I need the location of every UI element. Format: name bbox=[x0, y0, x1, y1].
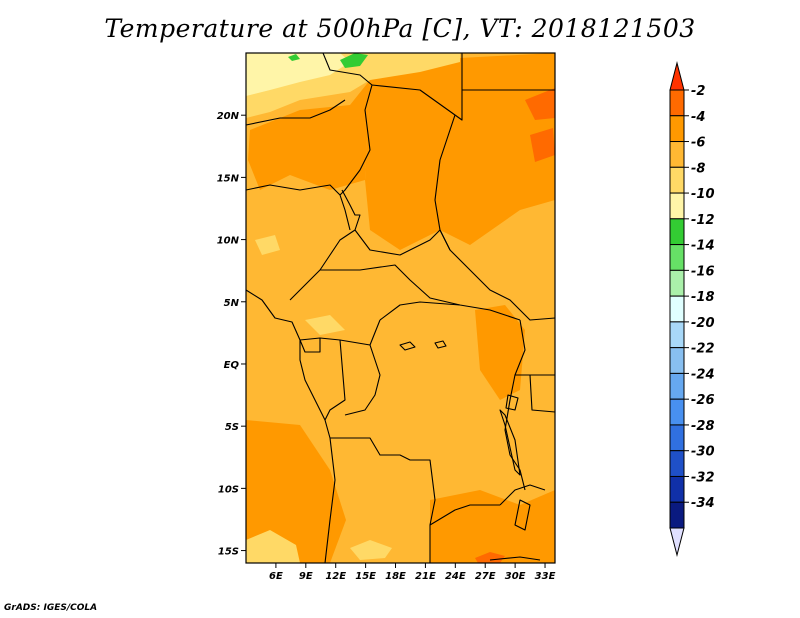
hot-spot-3 bbox=[475, 552, 505, 563]
x-tick-label: 9E bbox=[299, 571, 313, 582]
green-patch-small bbox=[288, 54, 300, 61]
warm-region-north bbox=[365, 53, 555, 250]
colorbar-top-triangle bbox=[669, 61, 685, 91]
colorbar-label: -34 bbox=[691, 496, 715, 511]
map-frame bbox=[245, 52, 556, 564]
y-tick-label: 10S bbox=[218, 484, 239, 495]
colorbar-box bbox=[669, 218, 685, 246]
colorbar-box bbox=[669, 347, 685, 374]
warm-region-southwest bbox=[246, 420, 346, 563]
colorbar-label: -22 bbox=[691, 342, 715, 357]
colorbar-box bbox=[669, 141, 685, 168]
coastline-west bbox=[245, 289, 331, 439]
colorbar-label: -2 bbox=[691, 84, 705, 99]
colorbar-label: -24 bbox=[691, 367, 715, 382]
hot-spot-1 bbox=[525, 88, 555, 120]
colorbar-label: -14 bbox=[691, 239, 715, 254]
colorbar-label: -10 bbox=[691, 187, 715, 202]
colorbar-label: -30 bbox=[691, 445, 715, 460]
warm-region-south bbox=[430, 490, 555, 563]
cool-region-southwest bbox=[246, 530, 300, 563]
colorbar-box bbox=[669, 89, 685, 117]
colorbar-bottom-triangle bbox=[669, 527, 685, 557]
colorbar-box bbox=[669, 192, 685, 220]
colorbar-box bbox=[669, 372, 685, 400]
x-tick-label: 21E bbox=[415, 571, 436, 582]
colorbar-label: -32 bbox=[691, 470, 715, 485]
colorbar-box bbox=[669, 424, 685, 452]
hot-spot-2 bbox=[530, 128, 555, 162]
y-tick-label: EQ bbox=[224, 360, 240, 371]
colorbar-box bbox=[669, 475, 685, 503]
x-tick-label: 18E bbox=[385, 571, 406, 582]
map-fill bbox=[246, 53, 555, 563]
colorbar-box bbox=[669, 501, 685, 529]
x-tick-label: 15E bbox=[355, 571, 376, 582]
colorbar-label: -12 bbox=[691, 213, 715, 228]
y-tick-label: 15N bbox=[217, 173, 240, 184]
colorbar-label: -28 bbox=[691, 419, 715, 434]
colorbar-label: -26 bbox=[691, 393, 715, 408]
cool-region-south bbox=[350, 540, 392, 560]
colorbar-label: -18 bbox=[691, 290, 715, 305]
colorbar-label: -4 bbox=[691, 110, 705, 125]
x-tick-label: 30E bbox=[505, 571, 526, 582]
x-tick-label: 24E bbox=[445, 571, 466, 582]
grads-credit: GrADS: IGES/COLA bbox=[4, 603, 98, 613]
x-tick-label: 12E bbox=[325, 571, 346, 582]
colorbar-label: -20 bbox=[691, 316, 715, 331]
colorbar-box bbox=[669, 321, 685, 349]
y-tick-label: 15S bbox=[218, 547, 239, 558]
cool-patch-west2 bbox=[255, 235, 280, 255]
coolest-region-north bbox=[246, 53, 350, 96]
warm-region-northwest bbox=[248, 80, 370, 190]
y-tick-label: 10N bbox=[217, 236, 240, 247]
y-tick-label: 5S bbox=[225, 422, 239, 433]
green-patch bbox=[340, 53, 368, 68]
y-tick-label: 5N bbox=[224, 298, 240, 309]
country-borders bbox=[245, 52, 556, 564]
warm-region-east bbox=[475, 305, 525, 400]
colorbar-label: -16 bbox=[691, 264, 715, 279]
colorbar-box bbox=[669, 450, 685, 477]
colorbar-box bbox=[669, 115, 685, 143]
colorbar-box bbox=[669, 398, 685, 426]
x-axis: 6E 9E 12E 15E 18E 21E 24E 27E 30E 33E bbox=[269, 563, 556, 582]
y-axis: 20N 15N 10N 5N EQ 5S 10S 15S bbox=[217, 111, 246, 558]
colorbar-box bbox=[669, 166, 685, 194]
y-tick-label: 20N bbox=[217, 111, 240, 122]
colorbar: -2 -4 -6 -8 -10 -12 -14 -16 -18 -20 -22 -24 -26 -28 -3… bbox=[669, 61, 715, 557]
colorbar-label: -8 bbox=[691, 161, 705, 176]
x-tick-label: 6E bbox=[269, 571, 283, 582]
colorbar-label: -6 bbox=[691, 136, 705, 151]
cool-patch-west bbox=[305, 315, 345, 335]
chart-title: Temperature at 500hPa [C], VT: 201812150… bbox=[104, 14, 696, 43]
colorbar-box bbox=[669, 269, 685, 297]
x-tick-label: 33E bbox=[535, 571, 556, 582]
colorbar-box bbox=[669, 244, 685, 271]
x-tick-label: 27E bbox=[475, 571, 496, 582]
colorbar-box bbox=[669, 295, 685, 323]
